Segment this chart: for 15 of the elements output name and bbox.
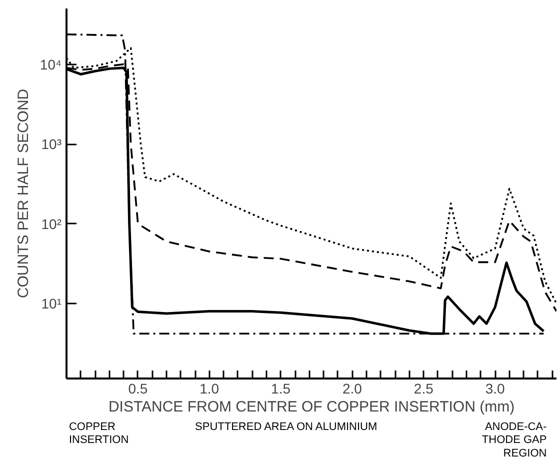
text: ANODE-CA- THODE GAP REGION (482, 420, 548, 460)
y-tick-label: 10² (41, 216, 62, 232)
x-tick-label: 2.5 (414, 380, 434, 396)
x-tick-label: 2.0 (342, 380, 362, 396)
y-axis-title: COUNTS PER HALF SECOND (14, 88, 32, 298)
text: COPPER INSERTION (68, 420, 129, 446)
y-tick-label: 10³ (41, 136, 62, 152)
y-tick-label: 10¹ (41, 296, 62, 312)
x-tick-label: 1.0 (200, 380, 220, 396)
text: 0.5 (128, 380, 148, 396)
y-tick-label: 10⁴ (40, 56, 62, 72)
x-tick-label: 1.5 (271, 380, 291, 396)
x-tick-label: 3.0 (485, 380, 506, 396)
x-axis-title: DISTANCE FROM CENTRE OF COPPER INSERTION (mm) (108, 398, 515, 416)
text: SPUTTERED AREA ON ALUMINIUM (195, 420, 378, 433)
